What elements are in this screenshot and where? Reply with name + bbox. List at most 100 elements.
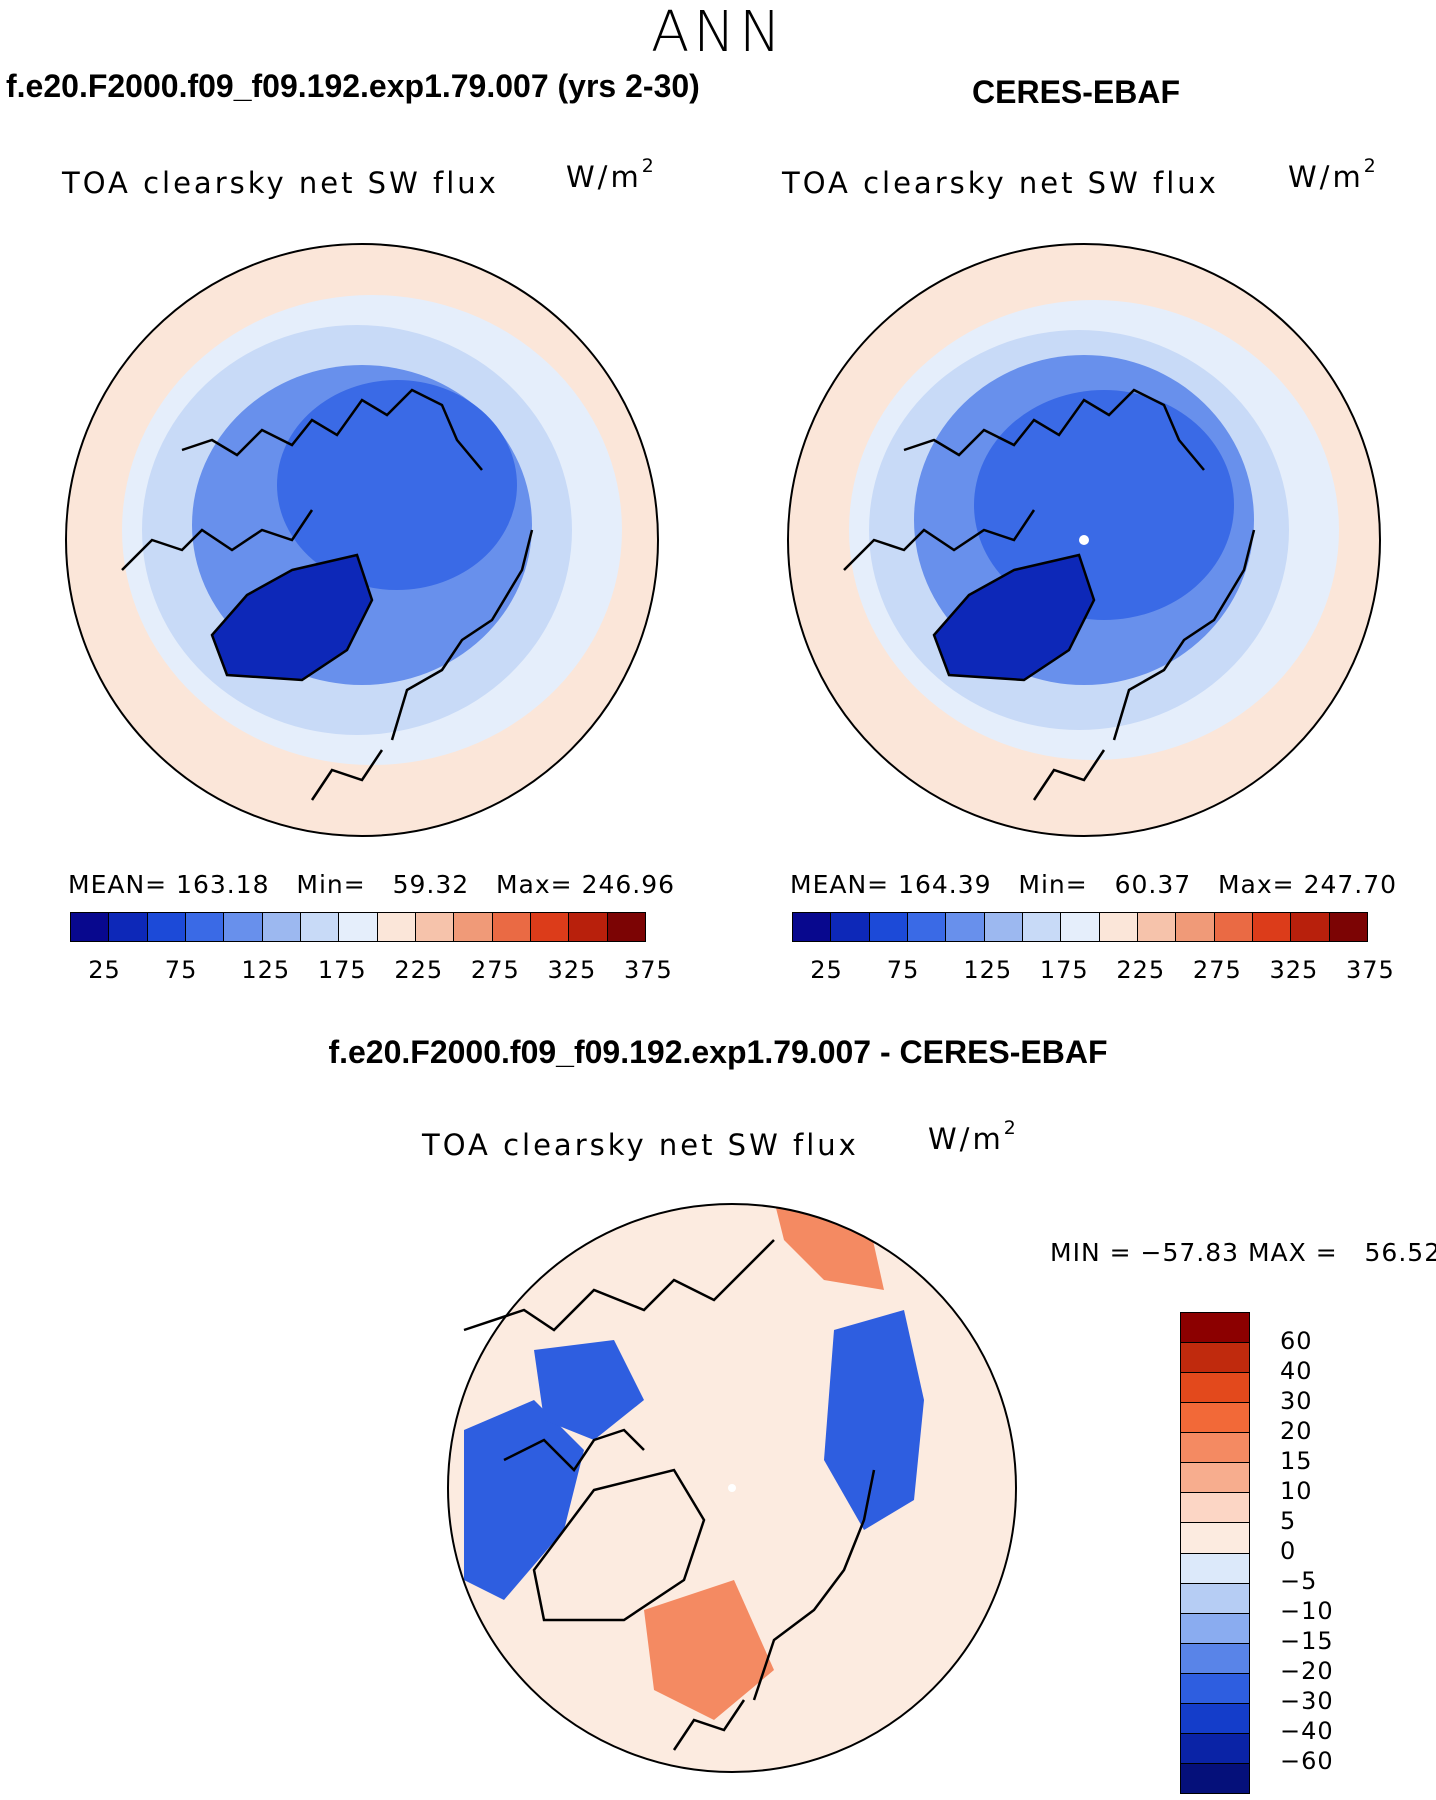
- arctic-ocean: [974, 390, 1234, 620]
- colorbar-swatch: [793, 913, 832, 941]
- coastlines: [121, 388, 534, 801]
- colorbar-swatch: [1181, 1613, 1249, 1644]
- colorbar-tick-label: 225: [394, 956, 444, 984]
- obs-stats: MEAN= 164.39 Min= 60.37 Max= 247.70: [790, 870, 1398, 899]
- colorbar-swatch: [377, 913, 416, 941]
- model-colorbar: [70, 912, 646, 942]
- diff-colorbar: [1180, 1312, 1250, 1794]
- colorbar-swatch: [185, 913, 225, 941]
- diff-negative-siberia: [824, 1310, 924, 1530]
- colorbar-tick-label: −5: [1280, 1567, 1318, 1595]
- colorbar-swatch: [1181, 1403, 1249, 1434]
- colorbar-tick-label: −30: [1280, 1687, 1334, 1715]
- obs-units-label: W/m2: [1288, 155, 1379, 194]
- coastlines: [463, 1239, 876, 1751]
- colorbar-swatch: [1181, 1673, 1249, 1704]
- colorbar-swatch: [339, 913, 378, 941]
- colorbar-swatch: [1291, 913, 1330, 941]
- colorbar-swatch: [1181, 1373, 1249, 1404]
- model-units-label: W/m2: [566, 155, 657, 194]
- colorbar-tick-label: −40: [1280, 1717, 1334, 1745]
- colorbar-tick-label: 20: [1280, 1417, 1313, 1445]
- colorbar-tick-label: 325: [1269, 956, 1319, 984]
- colorbar-tick-label: −10: [1280, 1597, 1334, 1625]
- colorbar-swatch: [1181, 1463, 1249, 1494]
- colorbar-swatch: [1181, 1523, 1249, 1554]
- model-variable-label: TOA clearsky net SW flux: [62, 166, 499, 200]
- colorbar-swatch: [300, 913, 340, 941]
- colorbar-tick-label: 25: [88, 956, 121, 984]
- diff-minmax: MIN = −57.83 MAX = 56.52: [1050, 1238, 1436, 1267]
- colorbar-swatch: [1181, 1733, 1249, 1764]
- colorbar-tick-label: 5: [1280, 1507, 1297, 1535]
- arctic-ocean: [277, 380, 517, 590]
- colorbar-tick-label: 30: [1280, 1387, 1313, 1415]
- colorbar-swatch: [946, 913, 985, 941]
- colorbar-tick-label: 225: [1116, 956, 1166, 984]
- obs-variable-label: TOA clearsky net SW flux: [782, 166, 1219, 200]
- colorbar-swatch: [454, 913, 493, 941]
- model-panel-title: f.e20.F2000.f09_f09.192.exp1.79.007 (yrs…: [6, 68, 700, 104]
- coastlines: [843, 388, 1256, 801]
- colorbar-swatch: [1181, 1433, 1249, 1464]
- colorbar-swatch: [1252, 913, 1292, 941]
- model-stats: MEAN= 163.18 Min= 59.32 Max= 246.96: [68, 870, 676, 899]
- diff-panel-title: f.e20.F2000.f09_f09.192.exp1.79.007 - CE…: [328, 1034, 1108, 1070]
- colorbar-swatch: [1181, 1643, 1249, 1674]
- colorbar-swatch: [1137, 913, 1177, 941]
- colorbar-swatch: [907, 913, 947, 941]
- colorbar-swatch: [1061, 913, 1100, 941]
- colorbar-swatch: [1181, 1313, 1249, 1344]
- greenland: [212, 555, 372, 680]
- colorbar-swatch: [224, 913, 263, 941]
- colorbar-swatch: [1181, 1553, 1249, 1584]
- colorbar-tick-label: 40: [1280, 1357, 1313, 1385]
- colorbar-swatch: [1176, 913, 1215, 941]
- colorbar-swatch: [1099, 913, 1138, 941]
- colorbar-tick-label: 375: [624, 956, 673, 984]
- colorbar-tick-label: 275: [470, 956, 520, 984]
- colorbar-tick-label: 15: [1280, 1447, 1313, 1475]
- colorbar-swatch: [984, 913, 1023, 941]
- pole-point: [728, 1484, 736, 1492]
- colorbar-tick-label: 175: [317, 956, 367, 984]
- colorbar-swatch: [831, 913, 870, 941]
- season-title: ANN: [650, 0, 786, 65]
- colorbar-swatch: [607, 913, 645, 941]
- colorbar-tick-label: 75: [164, 956, 198, 984]
- colorbar-swatch: [492, 913, 531, 941]
- colorbar-tick-label: 175: [1039, 956, 1089, 984]
- pole-point: [1079, 535, 1089, 545]
- colorbar-tick-label: 125: [963, 956, 1013, 984]
- colorbar-tick-label: −15: [1280, 1627, 1334, 1655]
- diff-polar-map: [447, 1203, 1017, 1773]
- obs-polar-map: [787, 243, 1381, 837]
- colorbar-tick-label: 60: [1280, 1327, 1313, 1355]
- colorbar-swatch: [530, 913, 570, 941]
- colorbar-swatch: [1022, 913, 1062, 941]
- diff-negative-archipelago: [534, 1340, 644, 1440]
- colorbar-swatch: [1181, 1343, 1249, 1374]
- colorbar-tick-label: 125: [241, 956, 291, 984]
- colorbar-swatch: [71, 913, 110, 941]
- colorbar-swatch: [109, 913, 148, 941]
- colorbar-tick-label: 10: [1280, 1477, 1313, 1505]
- diff-variable-label: TOA clearsky net SW flux: [422, 1128, 859, 1162]
- colorbar-swatch: [1214, 913, 1253, 941]
- model-polar-map: [65, 243, 659, 837]
- colorbar-tick-label: 75: [886, 956, 920, 984]
- diff-units-label: W/m2: [928, 1117, 1019, 1156]
- colorbar-swatch: [415, 913, 455, 941]
- colorbar-swatch: [1181, 1703, 1249, 1734]
- colorbar-swatch: [869, 913, 908, 941]
- colorbar-swatch: [569, 913, 608, 941]
- diff-positive-atlantic: [644, 1580, 774, 1720]
- colorbar-tick-label: 275: [1192, 956, 1242, 984]
- colorbar-swatch: [1329, 913, 1367, 941]
- colorbar-tick-label: −20: [1280, 1657, 1334, 1685]
- colorbar-tick-label: 375: [1346, 956, 1395, 984]
- obs-colorbar: [792, 912, 1368, 942]
- colorbar-swatch: [1181, 1583, 1249, 1614]
- colorbar-tick-label: 0: [1280, 1537, 1297, 1565]
- colorbar-swatch: [1181, 1493, 1249, 1524]
